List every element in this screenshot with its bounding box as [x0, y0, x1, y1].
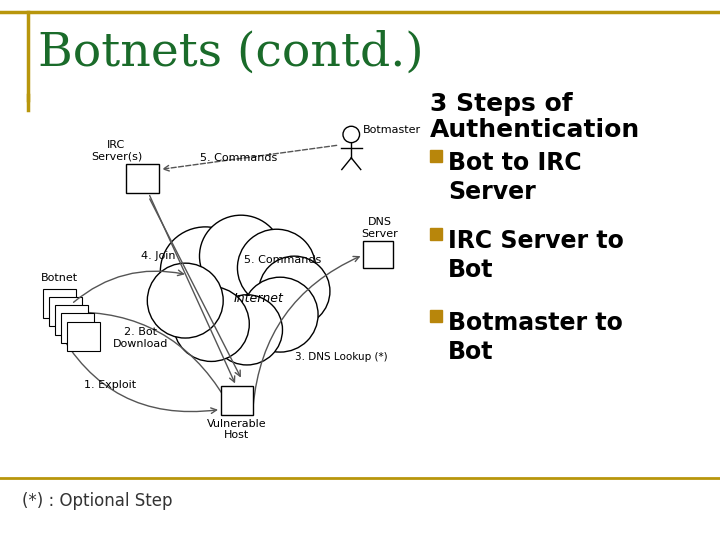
- Bar: [126, 164, 159, 193]
- Text: 3. DNS Lookup (*): 3. DNS Lookup (*): [295, 352, 388, 362]
- Bar: [430, 228, 442, 240]
- Text: Bot to IRC
Server: Bot to IRC Server: [448, 151, 582, 204]
- Bar: [221, 386, 253, 415]
- Circle shape: [343, 126, 359, 143]
- Text: 4. Join: 4. Join: [140, 251, 175, 261]
- Circle shape: [161, 227, 251, 316]
- Bar: [363, 241, 393, 268]
- Bar: [430, 150, 442, 162]
- Circle shape: [174, 287, 249, 361]
- Text: 5. Commands: 5. Commands: [244, 255, 321, 265]
- Bar: [55, 305, 88, 334]
- Text: 3 Steps of: 3 Steps of: [430, 92, 572, 116]
- Text: IRC Server to
Bot: IRC Server to Bot: [448, 229, 624, 282]
- Bar: [67, 322, 100, 351]
- Circle shape: [199, 215, 282, 297]
- Text: (*) : Optional Step: (*) : Optional Step: [22, 492, 173, 510]
- Text: 2. Bot
Download: 2. Bot Download: [112, 327, 168, 349]
- Text: IRC
Server(s): IRC Server(s): [91, 140, 142, 161]
- Text: 5. Commands: 5. Commands: [200, 153, 277, 163]
- Text: Botnets (contd.): Botnets (contd.): [38, 30, 423, 75]
- Text: Botnet: Botnet: [41, 273, 78, 283]
- Text: Vulnerable
Host: Vulnerable Host: [207, 419, 266, 440]
- Bar: [60, 313, 94, 343]
- Bar: [49, 297, 82, 326]
- Circle shape: [238, 229, 315, 306]
- Circle shape: [212, 295, 282, 365]
- Bar: [430, 310, 442, 322]
- Text: Botmaster: Botmaster: [363, 125, 421, 135]
- Text: Internet: Internet: [234, 292, 284, 305]
- Circle shape: [242, 277, 318, 352]
- Bar: [43, 289, 76, 318]
- Text: 1. Exploit: 1. Exploit: [84, 380, 137, 390]
- Circle shape: [258, 256, 330, 326]
- Text: Botmaster to
Bot: Botmaster to Bot: [448, 311, 623, 364]
- Circle shape: [148, 263, 223, 338]
- Text: Authentication: Authentication: [430, 118, 640, 142]
- Text: DNS
Server: DNS Server: [361, 217, 398, 239]
